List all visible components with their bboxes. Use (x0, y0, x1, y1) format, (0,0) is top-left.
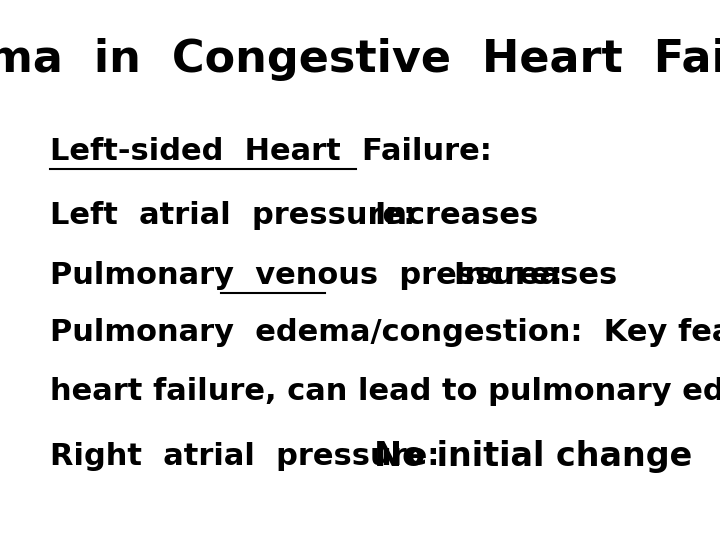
Text: Increases: Increases (374, 201, 539, 231)
Text: heart failure, can lead to pulmonary edema: heart failure, can lead to pulmonary ede… (50, 377, 720, 406)
Text: No initial change: No initial change (374, 440, 693, 473)
Text: Pulmonary  venous  pressure:: Pulmonary venous pressure: (50, 261, 563, 290)
Text: Increases: Increases (454, 261, 618, 290)
Text: Right  atrial  pressure:: Right atrial pressure: (50, 442, 440, 471)
Text: Left  atrial  pressure:: Left atrial pressure: (50, 201, 415, 231)
Text: Edema  in  Congestive  Heart  Failure: Edema in Congestive Heart Failure (0, 38, 720, 81)
Text: Left-sided  Heart  Failure:: Left-sided Heart Failure: (50, 137, 492, 166)
Text: Pulmonary  edema/congestion:  Key feature of left: Pulmonary edema/congestion: Key feature … (50, 318, 720, 347)
